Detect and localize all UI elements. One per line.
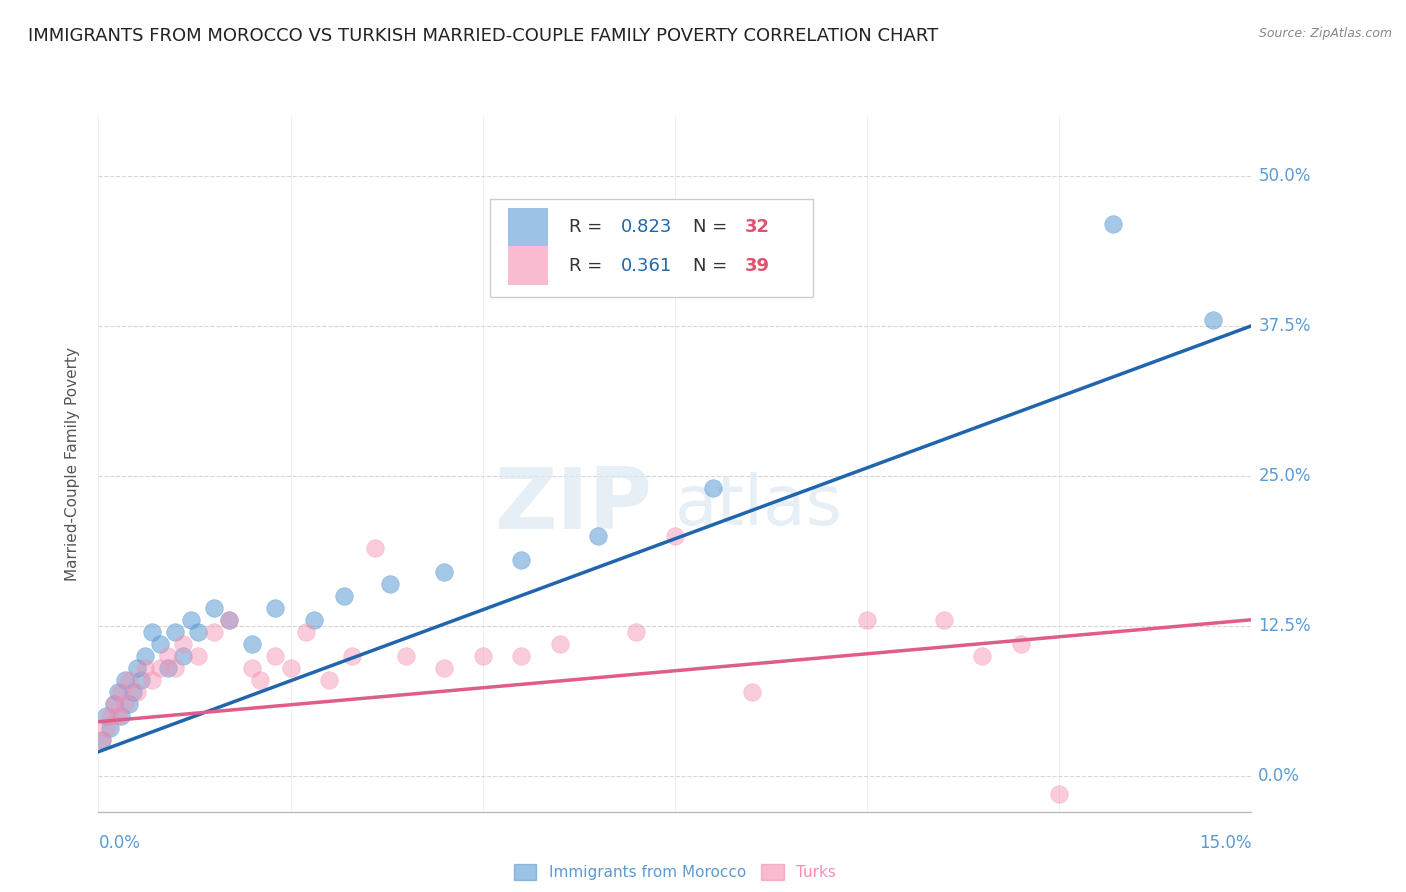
Point: [280, 661, 302, 675]
Point: [218, 613, 240, 627]
Point: [264, 600, 287, 615]
Y-axis label: Married-Couple Family Poverty: Married-Couple Family Poverty: [65, 347, 80, 581]
Point: [626, 624, 648, 639]
Point: [264, 648, 287, 663]
Point: [364, 541, 387, 555]
Point: [107, 708, 129, 723]
Point: [134, 648, 156, 663]
Point: [240, 637, 263, 651]
Point: [433, 565, 456, 579]
Point: [202, 624, 225, 639]
Point: [107, 685, 129, 699]
Text: 37.5%: 37.5%: [1258, 317, 1310, 334]
Point: [295, 624, 318, 639]
Legend: Immigrants from Morocco, Turks: Immigrants from Morocco, Turks: [506, 856, 844, 888]
Text: N =: N =: [693, 257, 734, 275]
Point: [141, 624, 163, 639]
Text: IMMIGRANTS FROM MOROCCO VS TURKISH MARRIED-COUPLE FAMILY POVERTY CORRELATION CHA: IMMIGRANTS FROM MOROCCO VS TURKISH MARRI…: [28, 27, 938, 45]
Point: [98, 721, 121, 735]
Point: [122, 685, 145, 699]
Point: [1047, 787, 1070, 801]
Point: [187, 648, 209, 663]
Point: [380, 576, 402, 591]
Point: [240, 661, 263, 675]
Point: [664, 529, 686, 543]
Point: [471, 648, 494, 663]
Point: [110, 685, 132, 699]
Point: [249, 673, 271, 687]
Point: [165, 624, 187, 639]
Text: 25.0%: 25.0%: [1258, 467, 1310, 485]
Point: [202, 600, 225, 615]
Text: 0.823: 0.823: [620, 219, 672, 236]
Point: [187, 624, 209, 639]
Point: [134, 661, 156, 675]
Point: [103, 697, 125, 711]
Point: [114, 697, 136, 711]
Text: 0.361: 0.361: [620, 257, 672, 275]
Point: [172, 637, 194, 651]
Point: [395, 648, 418, 663]
Point: [149, 661, 172, 675]
Point: [103, 697, 125, 711]
Point: [172, 648, 194, 663]
Point: [510, 553, 533, 567]
Point: [165, 661, 187, 675]
Text: 12.5%: 12.5%: [1258, 616, 1310, 635]
Text: 0.0%: 0.0%: [98, 834, 141, 852]
FancyBboxPatch shape: [491, 200, 813, 297]
Point: [1010, 637, 1032, 651]
Point: [180, 613, 202, 627]
Point: [1202, 313, 1225, 327]
Point: [340, 648, 363, 663]
Point: [510, 648, 533, 663]
Point: [741, 685, 763, 699]
Point: [125, 661, 148, 675]
Point: [156, 661, 179, 675]
Text: 39: 39: [745, 257, 770, 275]
Text: 32: 32: [745, 219, 770, 236]
Point: [856, 613, 879, 627]
Point: [1102, 217, 1125, 231]
Point: [702, 481, 724, 495]
Text: Source: ZipAtlas.com: Source: ZipAtlas.com: [1258, 27, 1392, 40]
Point: [149, 637, 172, 651]
FancyBboxPatch shape: [508, 246, 548, 285]
Point: [302, 613, 325, 627]
Point: [94, 721, 117, 735]
Point: [118, 697, 141, 711]
Point: [548, 637, 571, 651]
Point: [586, 529, 609, 543]
Text: R =: R =: [569, 219, 607, 236]
Text: N =: N =: [693, 219, 734, 236]
Point: [125, 685, 148, 699]
Text: atlas: atlas: [675, 472, 842, 539]
Text: 0.0%: 0.0%: [1258, 767, 1301, 785]
Point: [114, 673, 136, 687]
Point: [94, 708, 117, 723]
Point: [118, 673, 141, 687]
Point: [110, 708, 132, 723]
Point: [433, 661, 456, 675]
Point: [156, 648, 179, 663]
Point: [98, 708, 121, 723]
FancyBboxPatch shape: [508, 208, 548, 246]
Text: 50.0%: 50.0%: [1258, 167, 1310, 185]
Point: [91, 732, 114, 747]
Point: [972, 648, 994, 663]
Point: [318, 673, 340, 687]
Point: [932, 613, 955, 627]
Point: [333, 589, 356, 603]
Point: [218, 613, 240, 627]
Point: [129, 673, 152, 687]
Text: 15.0%: 15.0%: [1199, 834, 1251, 852]
Text: R =: R =: [569, 257, 607, 275]
Text: ZIP: ZIP: [494, 464, 652, 547]
Point: [91, 732, 114, 747]
Point: [141, 673, 163, 687]
